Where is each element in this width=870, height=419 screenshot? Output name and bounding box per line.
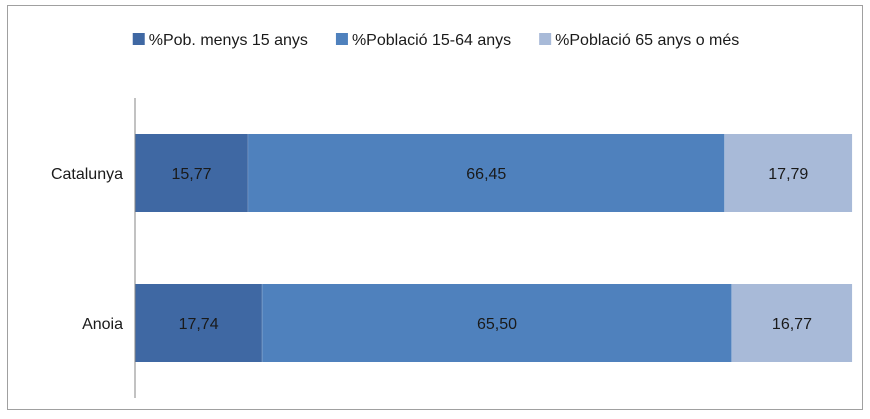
- legend-item: %Pob. menys 15 anys: [132, 32, 308, 49]
- chart-area: %Pob. menys 15 anys %Població 15-64 anys%…: [7, 5, 863, 410]
- legend-label: %Pob. menys 15 anys: [149, 32, 308, 49]
- legend-label: %Població 65 anys o més: [555, 32, 739, 49]
- bar-segment: [135, 284, 263, 362]
- legend-swatch: [335, 33, 348, 45]
- data-label: 15,77: [172, 166, 212, 183]
- bar-segment: [731, 284, 853, 362]
- category-label: Catalunya: [51, 166, 123, 183]
- bar-segment: [724, 134, 853, 212]
- stacked-bar-chart: %Pob. menys 15 anys %Població 15-64 anys%…: [51, 32, 853, 398]
- legend-item: %Població 65 anys o més: [539, 32, 739, 49]
- data-label: 16,77: [772, 316, 812, 333]
- bars: 15,77 66,45 17,79 17,74 65,50 16,77: [135, 134, 853, 362]
- category-label: Anoia: [82, 316, 123, 333]
- bar-segment: [135, 134, 249, 212]
- legend-swatch: [539, 33, 552, 45]
- legend: %Pob. menys 15 anys %Població 15-64 anys%…: [132, 32, 739, 49]
- data-label: 66,45: [466, 166, 506, 183]
- legend-swatch: [132, 33, 145, 45]
- legend-label: %Població 15-64 anys: [352, 32, 511, 49]
- legend-item: %Població 15-64 anys: [335, 32, 511, 49]
- bar-segment: [262, 284, 732, 362]
- data-label: 17,79: [768, 166, 808, 183]
- bar-segment: [248, 134, 725, 212]
- data-label: 65,50: [477, 316, 517, 333]
- data-label: 17,74: [179, 316, 219, 333]
- category-labels: Catalunya Anoia: [51, 166, 123, 333]
